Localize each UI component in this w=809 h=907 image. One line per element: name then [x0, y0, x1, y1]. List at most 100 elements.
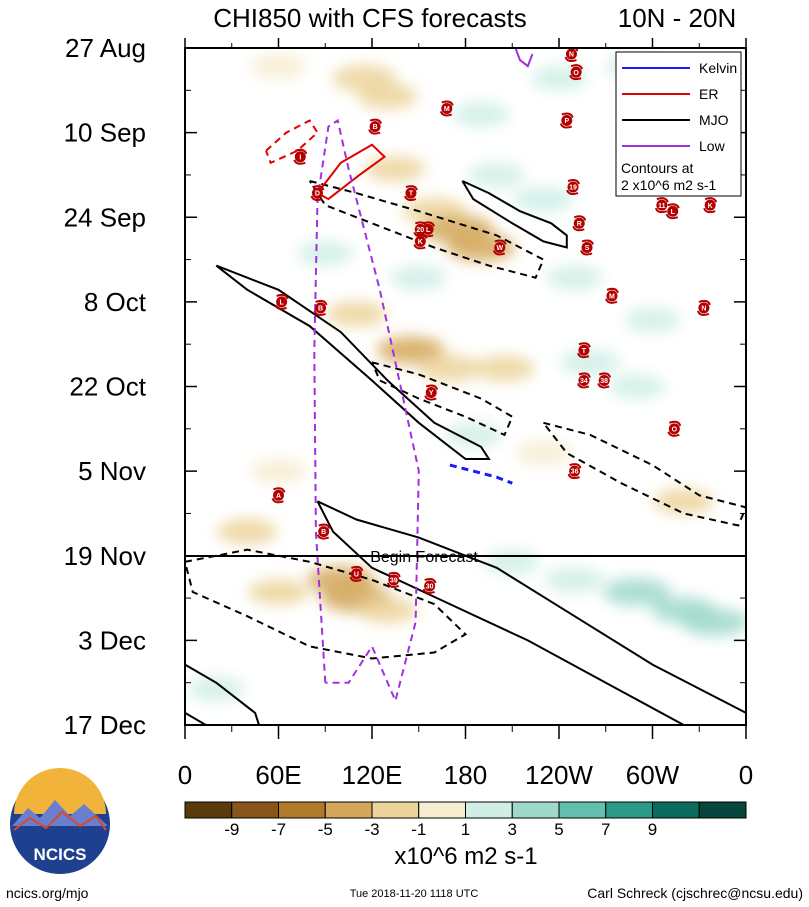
anomaly-patch: [513, 186, 573, 212]
legend-label: Low: [699, 138, 726, 154]
colorbar-tick-label: -9: [224, 820, 239, 839]
y-tick-label: 24 Sep: [64, 202, 146, 232]
y-tick-label: 17 Dec: [64, 710, 146, 740]
y-tick-label: 8 Oct: [84, 287, 147, 317]
colorbar-box: [232, 802, 279, 818]
colorbar-box: [419, 802, 466, 818]
anomaly-patch: [453, 102, 509, 126]
colorbar-box: [512, 802, 559, 818]
anomaly-patch: [469, 163, 525, 187]
logo-text: NCICS: [34, 845, 87, 864]
anomaly-patch: [474, 356, 534, 382]
colorbar-tick-label: 7: [601, 820, 610, 839]
ncics-logo: NCICS: [10, 768, 110, 874]
colorbar-tick-label: 5: [554, 820, 563, 839]
anomaly-patch: [484, 550, 540, 574]
storm-label: K: [708, 203, 713, 210]
storm-label: N: [569, 52, 574, 59]
y-tick-label: 22 Oct: [69, 372, 146, 402]
x-tick-label: 60W: [626, 760, 680, 790]
storm-label: 19: [569, 185, 577, 192]
footer-center: Tue 2018-11-20 1118 UTC: [350, 888, 479, 900]
region-label: 10N - 20N: [618, 3, 737, 33]
storm-label: L: [426, 227, 431, 234]
anomaly-patch: [545, 567, 605, 593]
anomaly-patch: [681, 608, 749, 636]
storm-label: M: [609, 293, 615, 300]
x-tick-label: 120W: [525, 760, 593, 790]
colorbar-box: [372, 802, 419, 818]
storm-label: B: [318, 306, 323, 313]
storm-label: T: [409, 191, 414, 198]
storm-label: P: [564, 118, 569, 125]
y-tick-label: 10 Sep: [64, 118, 146, 148]
storm-label: B: [373, 124, 378, 131]
storm-label: M: [444, 106, 450, 113]
storm-label: W: [496, 245, 503, 252]
legend-note-line2: 2 x10^6 m2 s-1: [621, 177, 716, 193]
anomaly-patch: [358, 597, 418, 623]
anomaly-patch: [217, 519, 277, 545]
storm-label: A: [276, 493, 281, 500]
storm-label: I: [299, 154, 301, 161]
storm-label: L: [671, 209, 676, 216]
anomaly-patch: [654, 489, 714, 515]
storm-label: 30: [426, 584, 434, 591]
x-tick-label: 0: [178, 760, 192, 790]
anomaly-patch: [251, 54, 307, 78]
colorbar-box: [653, 802, 700, 818]
y-tick-label: 19 Nov: [64, 541, 146, 571]
storm-label: O: [573, 70, 579, 77]
colorbar-box: [699, 802, 746, 818]
footer-left: ncics.org/mjo: [6, 885, 89, 901]
colorbar-tick-label: 9: [648, 820, 657, 839]
colorbar-tick-label: 3: [508, 820, 517, 839]
colorbar-box: [606, 802, 653, 818]
y-tick-label: 5 Nov: [78, 456, 146, 486]
legend-label: MJO: [699, 112, 729, 128]
colorbar-box: [185, 802, 232, 818]
anomaly-patch: [609, 374, 665, 398]
storm-label: K: [418, 239, 423, 246]
colorbar-tick-label: -5: [318, 820, 333, 839]
storm-label: L: [279, 299, 284, 306]
legend-label: Kelvin: [699, 60, 737, 76]
forecast-label: Begin Forecast: [370, 549, 478, 566]
anomaly-patch: [326, 301, 386, 327]
x-tick-label: 180: [444, 760, 487, 790]
anomaly-patch: [625, 308, 681, 332]
anomaly-patch: [358, 84, 418, 110]
storm-label: N: [701, 306, 706, 313]
storm-label: 11: [658, 203, 666, 210]
anomaly-patch: [560, 350, 620, 376]
storm-label: 20: [416, 227, 424, 234]
anomaly-patch: [391, 265, 447, 289]
anomaly-patch: [365, 156, 425, 182]
anomaly-patch: [249, 579, 309, 605]
legend: Kelvin ER MJO Low Contours at 2 x10^6 m2 s-…: [616, 52, 741, 196]
storm-label: Y: [429, 390, 434, 397]
storm-label: U: [354, 571, 359, 578]
storm-label: B: [321, 529, 326, 536]
colorbar-box: [466, 802, 513, 818]
storm-label: 36: [571, 469, 579, 476]
colorbar-unit: x10^6 m2 s-1: [394, 843, 537, 870]
colorbar: -9-7-5-3-113579: [185, 802, 746, 839]
storm-label: 39: [390, 578, 398, 585]
legend-note-line1: Contours at: [621, 160, 693, 176]
colorbar-tick-label: -7: [271, 820, 286, 839]
x-tick-label: 120E: [342, 760, 403, 790]
storm-label: T: [582, 348, 587, 355]
storm-label: R: [577, 221, 582, 228]
storm-label: D: [315, 191, 320, 198]
x-tick-label: 0: [739, 760, 753, 790]
anomaly-patch: [515, 441, 571, 465]
colorbar-box: [325, 802, 372, 818]
anomaly-patch: [418, 355, 482, 382]
colorbar-box: [279, 802, 326, 818]
anomaly-patch: [297, 241, 353, 265]
anomaly-patch: [251, 459, 307, 483]
colorbar-tick-label: -3: [364, 820, 379, 839]
legend-label: ER: [699, 86, 718, 102]
